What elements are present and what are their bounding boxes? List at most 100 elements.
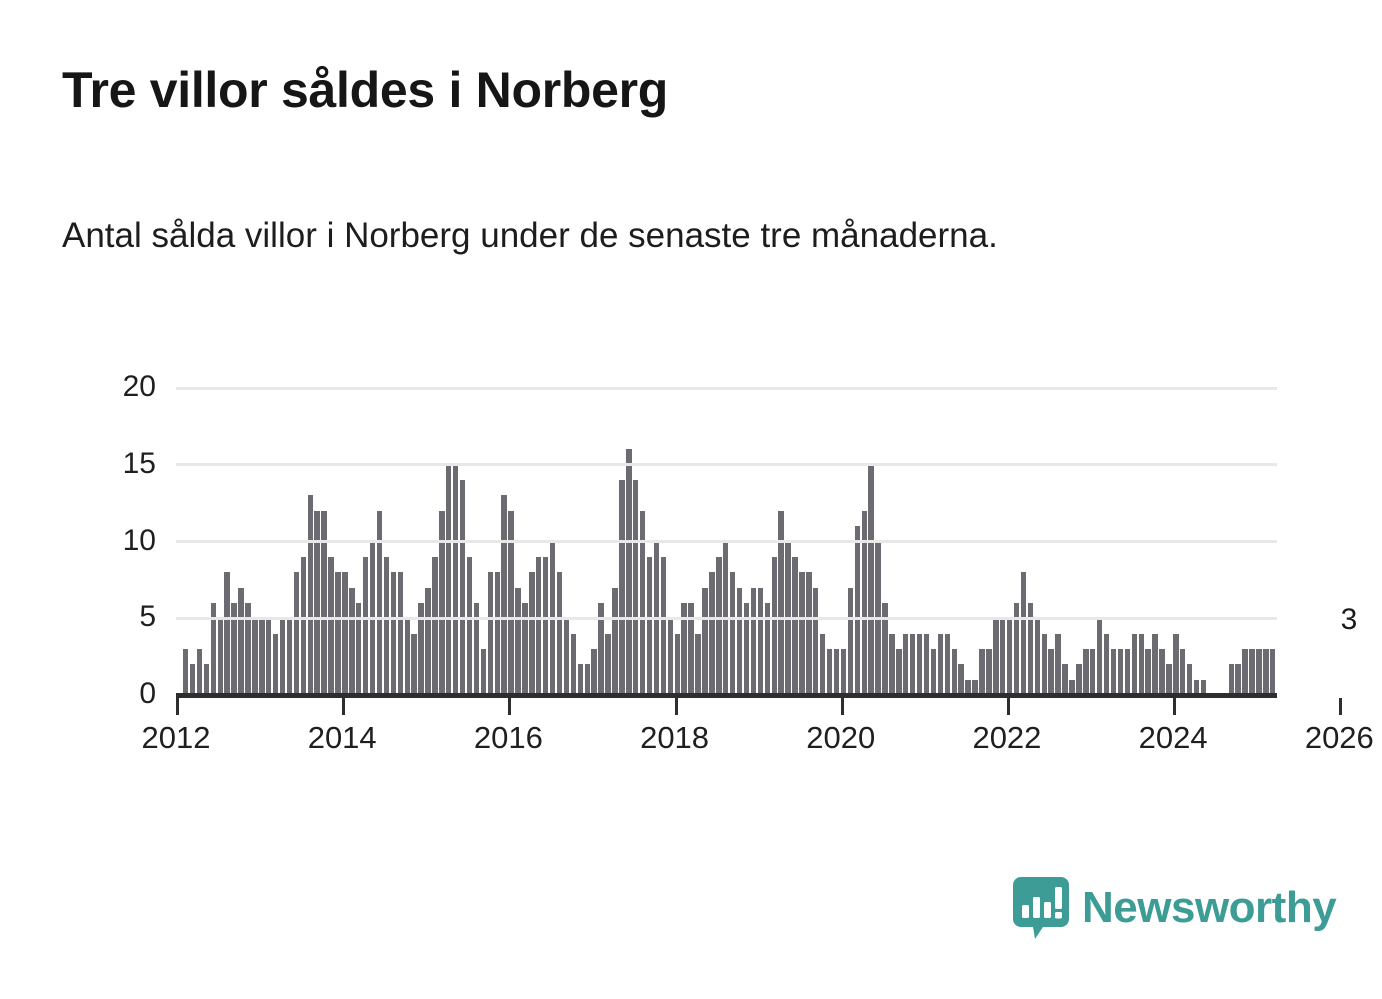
bar[interactable] xyxy=(951,648,957,695)
bar[interactable] xyxy=(910,633,916,695)
bar[interactable] xyxy=(314,510,320,695)
bar[interactable] xyxy=(404,618,410,695)
bar[interactable] xyxy=(349,587,355,695)
bar[interactable] xyxy=(1242,648,1248,695)
bar[interactable] xyxy=(1055,633,1061,695)
bar[interactable] xyxy=(826,648,833,695)
bar[interactable] xyxy=(1152,633,1158,695)
bar[interactable] xyxy=(1083,648,1089,695)
bar[interactable] xyxy=(1034,618,1041,695)
bar[interactable] xyxy=(861,510,867,695)
bar[interactable] xyxy=(674,633,680,695)
bar[interactable] xyxy=(1200,679,1207,695)
bar[interactable] xyxy=(847,587,854,695)
bar[interactable] xyxy=(432,556,438,695)
bar[interactable] xyxy=(376,510,383,695)
bar[interactable] xyxy=(806,572,812,695)
bar[interactable] xyxy=(1020,572,1027,695)
bar[interactable] xyxy=(612,587,618,695)
bar[interactable] xyxy=(217,618,223,695)
bar[interactable] xyxy=(1041,633,1047,695)
bar[interactable] xyxy=(522,602,528,695)
bar[interactable] xyxy=(556,572,563,695)
bar[interactable] xyxy=(619,480,625,695)
bar[interactable] xyxy=(439,510,445,695)
bar[interactable] xyxy=(750,587,757,695)
bar[interactable] xyxy=(729,572,736,695)
bar[interactable] xyxy=(286,618,293,695)
bar[interactable] xyxy=(598,602,604,695)
bar[interactable] xyxy=(335,572,341,695)
bar[interactable] xyxy=(224,572,230,695)
bar[interactable] xyxy=(293,572,300,695)
bar[interactable] xyxy=(272,633,279,695)
bar[interactable] xyxy=(321,510,327,695)
bar[interactable] xyxy=(993,618,999,695)
bar[interactable] xyxy=(536,556,542,695)
bar[interactable] xyxy=(743,602,750,695)
bar[interactable] xyxy=(196,648,203,695)
bar[interactable] xyxy=(972,679,978,695)
bar[interactable] xyxy=(1096,618,1103,695)
bar[interactable] xyxy=(937,633,944,695)
bar[interactable] xyxy=(639,510,646,695)
bar[interactable] xyxy=(210,602,217,695)
bar[interactable] xyxy=(896,648,902,695)
bar[interactable] xyxy=(563,618,570,695)
newsworthy-logo[interactable]: Newsworthy xyxy=(1013,877,1337,939)
bar[interactable] xyxy=(1048,648,1054,695)
bar[interactable] xyxy=(238,587,244,695)
bar[interactable] xyxy=(494,572,500,695)
bar[interactable] xyxy=(487,572,494,695)
bar[interactable] xyxy=(736,587,743,695)
bar[interactable] xyxy=(1186,664,1193,695)
bar[interactable] xyxy=(792,556,798,695)
bar[interactable] xyxy=(854,526,861,695)
bar[interactable] xyxy=(342,572,348,695)
bar[interactable] xyxy=(702,587,708,695)
bar[interactable] xyxy=(411,633,417,695)
bar[interactable] xyxy=(1173,633,1179,695)
bar[interactable] xyxy=(1069,679,1075,695)
bar[interactable] xyxy=(1124,648,1131,695)
bar[interactable] xyxy=(1013,602,1020,695)
bar[interactable] xyxy=(1145,648,1151,695)
bar[interactable] xyxy=(979,648,985,695)
bar[interactable] xyxy=(501,495,507,695)
bar[interactable] xyxy=(1193,679,1200,695)
bar[interactable] xyxy=(688,602,694,695)
bar[interactable] xyxy=(1138,633,1144,695)
bar[interactable] xyxy=(515,587,521,695)
bar[interactable] xyxy=(764,602,770,695)
bar[interactable] xyxy=(570,633,577,695)
bar[interactable] xyxy=(459,480,466,695)
bar[interactable] xyxy=(626,449,632,695)
bar[interactable] xyxy=(889,633,895,695)
bar[interactable] xyxy=(418,602,424,695)
bar[interactable] xyxy=(259,618,265,695)
bar[interactable] xyxy=(944,633,951,695)
bar[interactable] xyxy=(1166,664,1172,695)
bar[interactable] xyxy=(307,495,313,695)
bar[interactable] xyxy=(1235,664,1241,695)
bar[interactable] xyxy=(868,464,874,695)
bar[interactable] xyxy=(252,618,258,695)
bar[interactable] xyxy=(1228,664,1234,695)
bar[interactable] xyxy=(529,572,535,695)
bar[interactable] xyxy=(903,633,909,695)
bar[interactable] xyxy=(397,572,403,695)
bar[interactable] xyxy=(681,602,687,695)
bar[interactable] xyxy=(958,664,964,695)
bar[interactable] xyxy=(189,664,196,695)
bar[interactable] xyxy=(508,510,514,695)
bar[interactable] xyxy=(1270,648,1276,695)
bar[interactable] xyxy=(1006,618,1013,695)
bar[interactable] xyxy=(231,602,237,695)
bar[interactable] xyxy=(1062,664,1068,695)
bar[interactable] xyxy=(383,556,390,695)
bar[interactable] xyxy=(799,572,805,695)
bar[interactable] xyxy=(1110,648,1117,695)
bar[interactable] xyxy=(882,602,888,695)
bar[interactable] xyxy=(328,556,334,695)
bar[interactable] xyxy=(605,633,611,695)
